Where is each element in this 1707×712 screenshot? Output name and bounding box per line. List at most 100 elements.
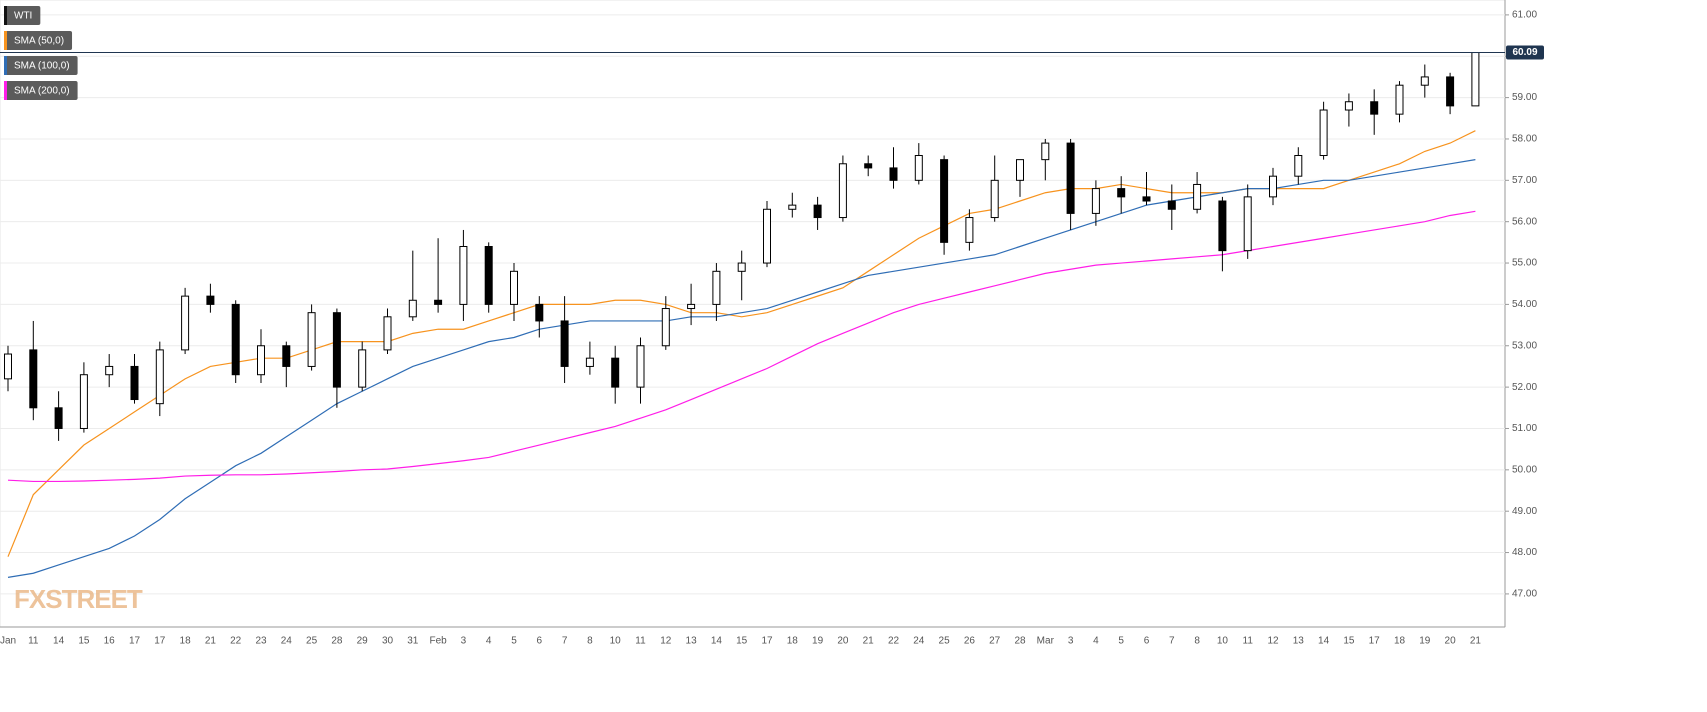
x-tick-label: 3 <box>1068 636 1074 647</box>
last-price-box <box>1506 45 1544 60</box>
candle-body <box>408 299 417 318</box>
candle-body <box>1218 200 1227 252</box>
y-tick-label: 56.00 <box>1512 216 1537 227</box>
x-tick-label: 18 <box>787 636 799 647</box>
candle-body <box>1016 159 1024 181</box>
x-tick-label: 20 <box>837 636 849 647</box>
candle-body <box>1344 101 1353 111</box>
candle-body <box>1319 109 1328 157</box>
x-tick-label: 8 <box>587 636 593 647</box>
candle-body <box>889 167 898 181</box>
x-tick-label: Feb <box>429 636 447 647</box>
y-tick-label: 51.00 <box>1512 423 1537 434</box>
x-tick-label: 24 <box>913 636 925 647</box>
x-tick-label: 19 <box>812 636 824 647</box>
x-tick-label: 21 <box>1470 636 1482 647</box>
candle-body <box>79 374 88 429</box>
candle-body <box>813 204 822 219</box>
legend-box <box>4 31 73 50</box>
candle-body <box>1471 52 1480 107</box>
x-tick-label: 21 <box>205 636 217 647</box>
candle-body <box>1294 155 1303 177</box>
x-tick-label: 14 <box>711 636 723 647</box>
x-tick-label: 14 <box>1318 636 1330 647</box>
x-tick-label: 6 <box>1144 636 1150 647</box>
candle-body <box>1269 175 1277 198</box>
candle-body <box>687 303 696 310</box>
candle-body <box>636 345 645 388</box>
candle-body <box>358 349 367 388</box>
candle-body <box>990 179 999 219</box>
x-tick-label: 11 <box>635 636 646 647</box>
legend-swatch <box>4 6 7 25</box>
x-tick-label: 22 <box>230 636 242 647</box>
candle-body <box>560 320 569 367</box>
x-tick-label: 15 <box>78 636 90 647</box>
x-tick-label: 5 <box>1118 636 1124 647</box>
candle-body <box>940 159 949 243</box>
x-tick-label: 22 <box>888 636 900 647</box>
candle-body <box>585 357 594 367</box>
x-tick-label: 21 <box>863 636 875 647</box>
candle-body <box>510 270 518 305</box>
x-tick-label: 18 <box>1394 636 1406 647</box>
x-tick-label: 3 <box>461 636 467 647</box>
x-tick-label: 25 <box>306 636 318 647</box>
x-tick-label: 28 <box>331 636 343 647</box>
candle-body <box>257 345 265 376</box>
candle-body <box>54 407 63 429</box>
candle-body <box>1395 84 1404 115</box>
sma-line <box>7 159 1476 578</box>
y-tick-label: 50.00 <box>1512 464 1537 475</box>
y-tick-label: 61.00 <box>1512 10 1537 21</box>
y-tick-label: 47.00 <box>1512 589 1537 600</box>
candle-body <box>1193 183 1202 210</box>
candle-body <box>763 208 771 264</box>
legend-box <box>4 6 41 25</box>
candle-body <box>1243 196 1252 252</box>
legend-item: SMA (50,0) <box>4 31 73 50</box>
candle-body <box>1446 76 1455 107</box>
candle-body <box>1420 76 1429 86</box>
legend-item: WTI <box>4 6 41 25</box>
candle-body <box>307 312 316 367</box>
legend-label: WTI <box>14 11 32 22</box>
x-tick-label: 19 <box>1419 636 1431 647</box>
x-tick-label: Mar <box>1037 636 1055 647</box>
candle-body <box>1066 142 1075 214</box>
candle-body <box>1091 188 1100 214</box>
x-tick-label: 27 <box>989 636 1001 647</box>
x-tick-label: 8 <box>1194 636 1200 647</box>
candle-body <box>712 270 721 305</box>
candle-body <box>434 299 443 305</box>
x-tick-label: Jan <box>0 636 16 647</box>
y-tick-label: 53.00 <box>1512 340 1537 351</box>
candle-body <box>130 365 139 401</box>
legend-box <box>4 81 78 100</box>
x-tick-label: 17 <box>761 636 773 647</box>
x-tick-label: 13 <box>686 636 698 647</box>
legend-swatch <box>4 31 7 50</box>
x-tick-label: 26 <box>964 636 976 647</box>
candle-body <box>1370 101 1379 115</box>
x-tick-label: 30 <box>382 636 394 647</box>
y-tick-label: 57.00 <box>1512 175 1537 186</box>
last-price-label: 60.09 <box>1512 47 1537 58</box>
y-tick-label: 49.00 <box>1512 506 1537 517</box>
y-tick-label: 54.00 <box>1512 299 1537 310</box>
candle-body <box>206 295 215 305</box>
candle-body <box>231 303 240 376</box>
x-tick-label: 17 <box>129 636 141 647</box>
x-tick-label: 7 <box>1169 636 1175 647</box>
candle-body <box>838 163 847 219</box>
x-tick-label: 10 <box>610 636 622 647</box>
x-tick-label: 13 <box>1293 636 1305 647</box>
candle-body <box>535 303 544 322</box>
candle-body <box>1117 188 1126 198</box>
y-tick-label: 58.00 <box>1512 134 1537 145</box>
x-tick-label: 15 <box>1343 636 1355 647</box>
legend-label: SMA (200,0) <box>14 86 70 97</box>
x-tick-label: 5 <box>511 636 517 647</box>
x-tick-label: 18 <box>180 636 192 647</box>
